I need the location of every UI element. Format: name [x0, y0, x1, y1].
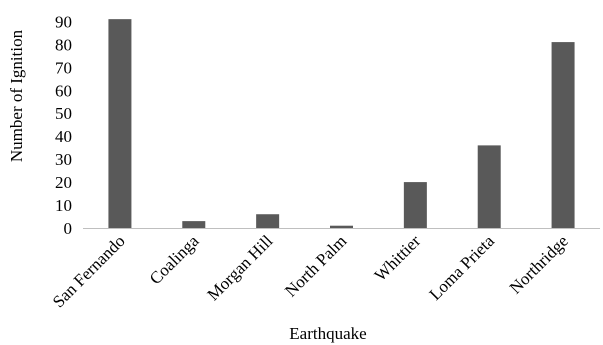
y-tick-label: 50 — [55, 104, 72, 123]
bar-northridge — [551, 42, 575, 229]
bar-whittier — [403, 182, 427, 228]
y-tick-label: 70 — [55, 58, 72, 77]
y-tick-label: 0 — [64, 219, 73, 238]
bar-north-palm — [330, 225, 353, 228]
y-tick-label: 90 — [55, 12, 72, 31]
x-axis-title: Earthquake — [289, 324, 366, 343]
bar-morgan-hill — [256, 214, 280, 228]
y-tick-label: 30 — [55, 150, 72, 169]
y-tick-label: 60 — [55, 81, 72, 100]
y-tick-label: 20 — [55, 173, 72, 192]
bar-san-fernando — [108, 19, 132, 229]
bars — [108, 19, 575, 229]
x-tick-label: Whittier — [371, 231, 425, 285]
bar-loma-prieta — [477, 145, 501, 228]
y-axis-ticks: 0 10 20 30 40 50 60 70 80 90 — [55, 12, 72, 238]
y-tick-label: 80 — [55, 35, 72, 54]
y-tick-label: 10 — [55, 196, 72, 215]
x-tick-label: Morgan Hill — [203, 231, 276, 304]
y-axis-title: Number of Ignition — [7, 29, 26, 162]
bar-coalinga — [182, 221, 206, 228]
x-tick-label: Northridge — [506, 231, 572, 297]
x-tick-label: San Fernando — [49, 231, 129, 311]
y-tick-label: 40 — [55, 127, 72, 146]
x-tick-label: Loma Prieta — [426, 231, 499, 304]
x-tick-label: North Palm — [281, 231, 350, 300]
x-tick-label: Coalinga — [146, 231, 203, 288]
x-axis-category-labels: San Fernando Coalinga Morgan Hill North Pal… — [49, 231, 572, 311]
